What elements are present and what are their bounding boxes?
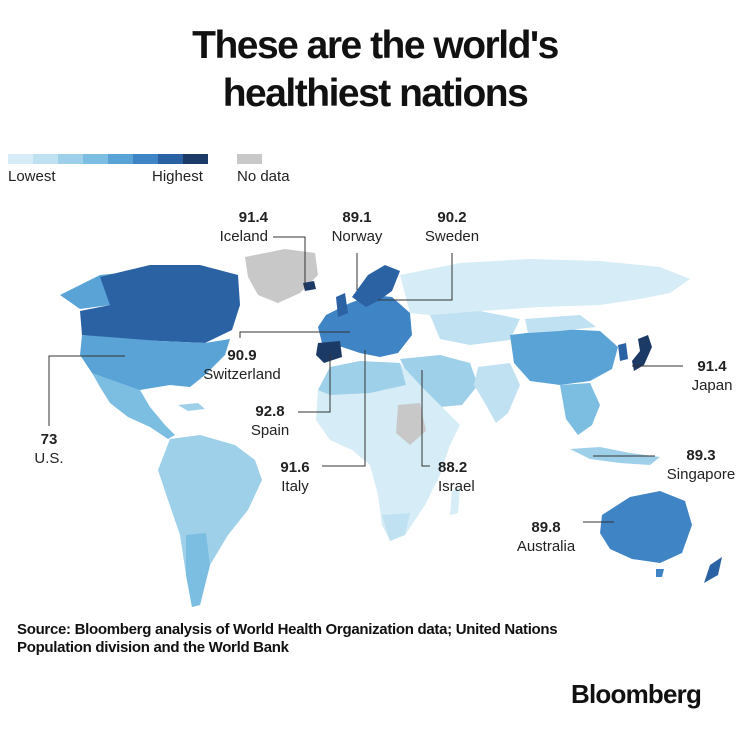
caribbean-shape bbox=[178, 403, 205, 411]
callout-iceland-value: 91.4 bbox=[238, 209, 268, 226]
callout-usa: 73 U.S. bbox=[26, 430, 72, 468]
greenland-shape bbox=[245, 249, 318, 303]
map-title: These are the world's healthiest nations bbox=[0, 22, 750, 118]
callout-australia-country: Australia bbox=[516, 538, 576, 555]
callout-israel: 88.2 Israel bbox=[438, 458, 498, 496]
madagascar-shape bbox=[450, 487, 460, 515]
legend-swatch-6 bbox=[133, 154, 158, 164]
callout-switzerland-value: 90.9 bbox=[227, 347, 257, 364]
bloomberg-logo: Bloomberg bbox=[571, 679, 702, 709]
callout-japan: 91.4 Japan bbox=[684, 357, 740, 395]
russia-shape bbox=[400, 259, 690, 315]
callout-switzerland: 90.9 Switzerland bbox=[192, 346, 292, 384]
legend-swatch-3 bbox=[58, 154, 83, 164]
callout-israel-value: 88.2 bbox=[438, 459, 468, 476]
callout-japan-country: Japan bbox=[691, 377, 733, 394]
callout-singapore-value: 89.3 bbox=[686, 447, 716, 464]
callout-usa-country: U.S. bbox=[34, 450, 64, 467]
source-line-2: Population division and the World Bank bbox=[17, 639, 289, 656]
callout-japan-value: 91.4 bbox=[697, 358, 727, 375]
leader-spain bbox=[298, 355, 331, 413]
south-africa-shape bbox=[382, 513, 410, 541]
callout-australia-value: 89.8 bbox=[531, 519, 561, 536]
callout-italy: 91.6 Italy bbox=[266, 458, 324, 496]
callout-italy-country: Italy bbox=[281, 478, 309, 495]
uk-shape bbox=[336, 293, 348, 317]
callout-norway: 89.1 Norway bbox=[320, 208, 394, 246]
korea-shape bbox=[618, 343, 628, 361]
source-line-1: Source: Bloomberg analysis of World Heal… bbox=[17, 621, 558, 638]
mongolia-shape bbox=[525, 315, 596, 333]
callout-singapore-country: Singapore bbox=[666, 466, 736, 483]
southeast-asia-shape bbox=[560, 383, 600, 435]
callout-usa-value: 73 bbox=[40, 431, 58, 448]
title-line-2: healthiest nations bbox=[222, 72, 529, 115]
callout-sweden-country: Sweden bbox=[424, 228, 480, 245]
south-america-shape bbox=[158, 435, 262, 607]
legend-swatch-7 bbox=[158, 154, 183, 164]
africa-shape bbox=[316, 361, 460, 541]
leader-iceland bbox=[273, 236, 306, 288]
legend-high-label: Highest bbox=[152, 168, 203, 185]
leader-usa bbox=[48, 355, 125, 426]
world-map bbox=[60, 249, 722, 607]
callout-spain-country: Spain bbox=[250, 422, 290, 439]
scandinavia-shape bbox=[352, 265, 400, 307]
legend-nodata-label: No data bbox=[237, 168, 290, 185]
legend-swatch-nodata bbox=[237, 154, 262, 164]
india-shape bbox=[474, 363, 520, 423]
callout-sweden-value: 90.2 bbox=[437, 209, 467, 226]
callout-spain-value: 92.8 bbox=[255, 403, 285, 420]
legend-swatch-1 bbox=[8, 154, 33, 164]
legend-swatch-8 bbox=[183, 154, 208, 164]
japan-shape bbox=[632, 335, 652, 371]
leader-israel bbox=[421, 370, 430, 467]
leader-sweden bbox=[378, 253, 453, 301]
leader-italy bbox=[322, 350, 366, 467]
sudan-shape bbox=[396, 403, 426, 445]
legend-swatch-4 bbox=[83, 154, 108, 164]
iceland-shape bbox=[303, 281, 316, 291]
north-africa-shape bbox=[318, 361, 406, 395]
leader-switzerland bbox=[239, 331, 350, 338]
callout-iceland-country: Iceland bbox=[219, 228, 268, 245]
callout-switzerland-country: Switzerland bbox=[203, 366, 281, 383]
callout-italy-value: 91.6 bbox=[280, 459, 310, 476]
central-asia-shape bbox=[430, 311, 520, 345]
australia-shape bbox=[600, 491, 692, 563]
callout-norway-value: 89.1 bbox=[342, 209, 372, 226]
tasmania-shape bbox=[656, 569, 664, 577]
legend-swatch-5 bbox=[108, 154, 133, 164]
argentina-chile-shape bbox=[186, 533, 210, 607]
callout-singapore: 89.3 Singapore bbox=[656, 446, 746, 484]
legend-low-label: Lowest bbox=[8, 168, 56, 185]
callout-spain: 92.8 Spain bbox=[240, 402, 300, 440]
title-line-1: These are the world's bbox=[192, 24, 559, 67]
callout-sweden: 90.2 Sweden bbox=[412, 208, 492, 246]
mexico-shape bbox=[92, 373, 175, 439]
source-note: Source: Bloomberg analysis of World Heal… bbox=[17, 621, 558, 657]
callout-australia: 89.8 Australia bbox=[506, 518, 586, 556]
canada-shape bbox=[80, 265, 240, 343]
callout-norway-country: Norway bbox=[331, 228, 383, 245]
legend-swatch-2 bbox=[33, 154, 58, 164]
china-shape bbox=[510, 329, 618, 385]
callout-israel-country: Israel bbox=[438, 478, 475, 495]
usa-shape bbox=[80, 335, 230, 390]
new-zealand-shape bbox=[704, 557, 722, 583]
callout-iceland: 91.4 Iceland bbox=[200, 208, 268, 246]
spain-shape bbox=[316, 341, 342, 363]
